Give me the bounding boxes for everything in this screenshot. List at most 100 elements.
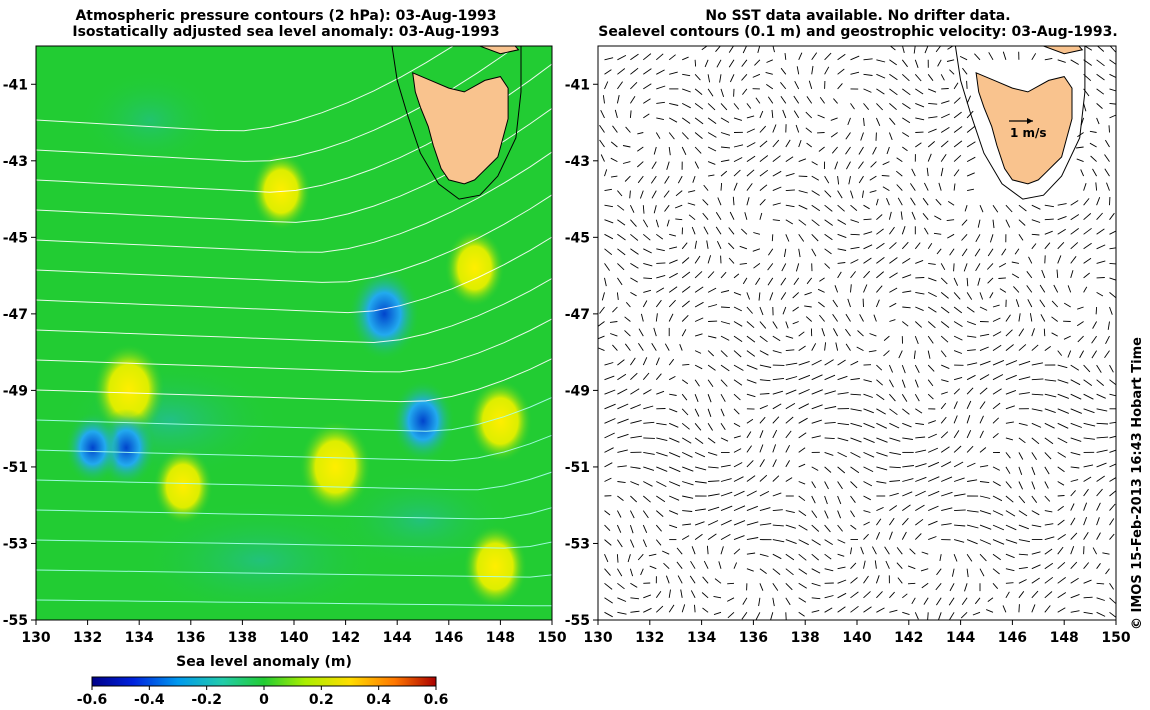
velocity-vector (921, 551, 929, 555)
velocity-vector (953, 350, 963, 354)
velocity-vector (656, 117, 664, 121)
velocity-vector (915, 436, 926, 439)
velocity-vector (1096, 449, 1108, 453)
velocity-vector (998, 277, 1006, 279)
velocity-vector (708, 466, 719, 469)
velocity-vector (617, 539, 623, 548)
velocity-vector (927, 306, 937, 313)
velocity-vector (889, 437, 901, 442)
velocity-vector (992, 583, 999, 589)
velocity-vector (1057, 364, 1068, 369)
velocity-vector (928, 505, 939, 512)
velocity-vector (1057, 592, 1067, 599)
velocity-vector (720, 478, 732, 482)
velocity-vector (1031, 466, 1036, 476)
velocity-vector (964, 583, 968, 592)
velocity-vector (759, 169, 769, 177)
velocity-vector (832, 314, 838, 322)
velocity-vector (682, 73, 691, 77)
velocity-vector (824, 595, 834, 599)
velocity-vector (1096, 260, 1106, 264)
velocity-vector (733, 462, 743, 468)
velocity-vector (681, 38, 683, 45)
velocity-vector (759, 184, 768, 191)
velocity-vector (940, 446, 950, 453)
velocity-vector (872, 546, 877, 555)
shelf-contour (954, 46, 1086, 200)
velocity-vector (1005, 204, 1013, 213)
velocity-vector (834, 161, 839, 170)
velocity-vector (1083, 364, 1091, 373)
tasmania-land-right (975, 72, 1073, 185)
velocity-vector (772, 475, 780, 482)
velocity-vector (992, 219, 995, 229)
velocity-vector (888, 211, 892, 220)
velocity-vector (1018, 204, 1027, 212)
velocity-vector (819, 277, 825, 282)
velocity-vector (688, 214, 696, 221)
velocity-vector (604, 219, 614, 224)
velocity-vector (694, 466, 707, 471)
velocity-vector (1083, 198, 1090, 206)
velocity-vector (940, 292, 949, 299)
velocity-vector (811, 582, 821, 587)
velocity-vector (1005, 374, 1017, 381)
velocity-vector (771, 234, 774, 242)
velocity-vector (733, 364, 744, 371)
velocity-vector (785, 460, 790, 468)
velocity-vector (694, 533, 703, 540)
velocity-vector (740, 228, 748, 235)
velocity-vector (793, 95, 800, 104)
velocity-vector (1109, 247, 1116, 250)
velocity-vector (889, 272, 898, 279)
velocity-vector (1083, 422, 1096, 427)
velocity-vector (772, 524, 784, 527)
velocity-vector (833, 98, 838, 104)
velocity-vector (708, 493, 720, 497)
velocity-vector (643, 466, 655, 471)
velocity-vector (979, 553, 987, 562)
velocity-vector (928, 420, 936, 424)
velocity-vector (630, 495, 638, 503)
velocity-vector (742, 88, 748, 95)
velocity-vector (746, 197, 750, 206)
velocity-vector (806, 277, 813, 285)
velocity-vector (675, 190, 683, 197)
velocity-vector (835, 342, 839, 351)
velocity-vector (1044, 346, 1051, 351)
velocity-vector (694, 117, 704, 125)
velocity-vector (793, 110, 800, 119)
velocity-vector (656, 510, 664, 517)
velocity-vector (746, 292, 751, 300)
velocity-vector (987, 248, 994, 257)
velocity-vector (1083, 562, 1090, 569)
velocity-vector (817, 114, 825, 119)
velocity-vector (1057, 481, 1065, 486)
colorbar-tick-label: -0.6 (76, 692, 108, 708)
velocity-vector (694, 333, 703, 337)
x-tick-label: 142 (331, 630, 360, 646)
velocity-vector (859, 314, 864, 322)
velocity-vector (1044, 393, 1057, 398)
velocity-vector (863, 606, 872, 613)
velocity-vector (707, 379, 714, 388)
velocity-vector (759, 523, 772, 526)
velocity-vector (901, 379, 906, 388)
velocity-vector (1005, 466, 1011, 474)
velocity-vector (799, 41, 806, 45)
velocity-vector (863, 379, 872, 383)
velocity-vector (630, 67, 639, 75)
velocity-vector (1005, 344, 1014, 351)
velocity-vector (824, 374, 836, 381)
velocity-vector (876, 88, 885, 95)
colorbar-tick-label: 0.6 (423, 692, 449, 708)
velocity-vector (915, 117, 925, 121)
velocity-vector (610, 333, 618, 337)
velocity-vector (1096, 422, 1109, 425)
velocity-vector (811, 233, 819, 242)
velocity-vector (837, 451, 847, 458)
velocity-vector (940, 416, 947, 424)
velocity-vector (727, 611, 735, 619)
velocity-vector (850, 495, 856, 503)
velocity-vector (848, 176, 851, 185)
